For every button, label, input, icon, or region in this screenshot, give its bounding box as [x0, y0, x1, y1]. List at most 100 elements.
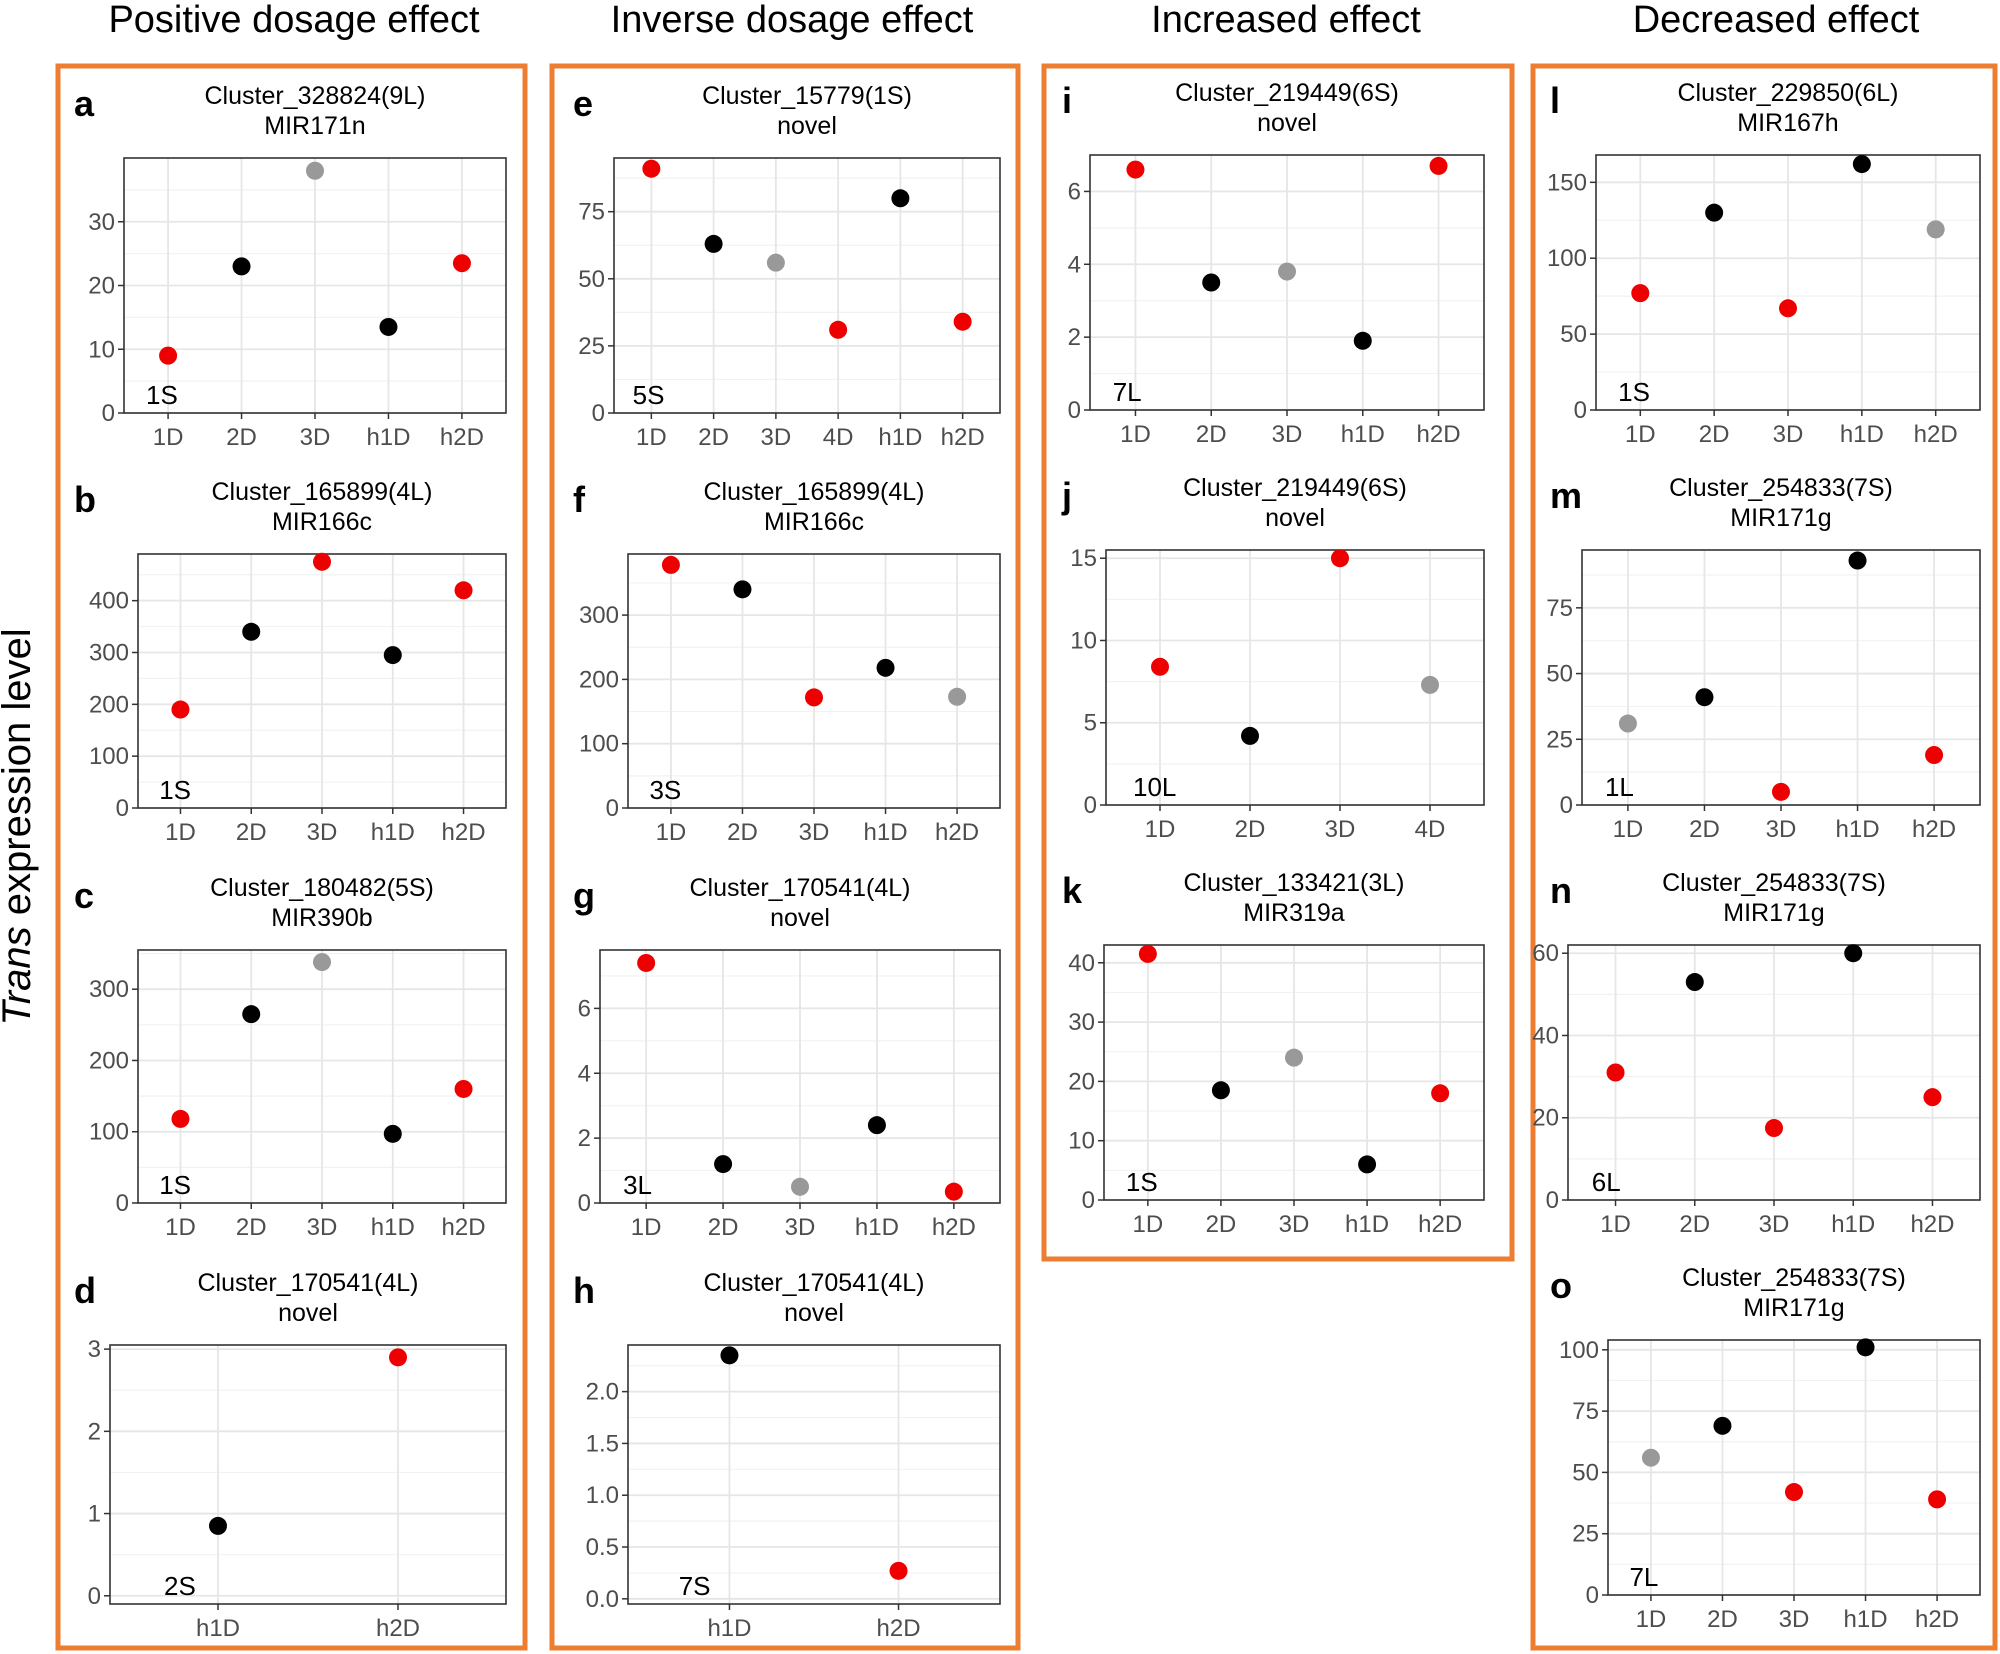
panel-g-xtick-label: h1D [855, 1214, 899, 1241]
y-axis-label-italic: Trans [0, 926, 39, 1025]
panel-h-ytick-label: 1.0 [586, 1482, 619, 1509]
panel-m-ytick-label: 0 [1560, 792, 1573, 819]
panel-c-letter: c [74, 875, 94, 916]
panel-g-border [599, 949, 1001, 1204]
group-frame-positive [55, 63, 528, 1651]
panel-o-ytick-label: 50 [1572, 1459, 1599, 1486]
panel-d-xtick-label: h2D [376, 1615, 420, 1642]
panel-j-point-1D [1151, 657, 1169, 676]
panel-i-ytick-label: 6 [1068, 178, 1081, 205]
panel-l-letter: l [1550, 80, 1560, 121]
panel-m-ytick-label: 75 [1546, 595, 1573, 622]
panel-o-ytick-label: 25 [1572, 1521, 1599, 1548]
panel-i-point-1D [1126, 160, 1145, 179]
panel-b-letter: b [74, 479, 96, 520]
panel-e-title: Cluster_15779(1S) [702, 82, 912, 110]
panel-m-xtick-label: h2D [1912, 816, 1956, 843]
panel-g-xtick-label: 3D [785, 1214, 816, 1241]
panel-f: 0 100 200 300 1D 2D 3D h1D h2D 3S Cluster_165899(4… [573, 478, 1001, 846]
panel-l-xtick-label: h1D [1840, 421, 1884, 448]
panel-b-ytick-label: 100 [89, 743, 129, 770]
panel-a-letter: a [74, 83, 95, 124]
column-title-decreased: Decreased effect [1633, 0, 1920, 41]
panel-b-ytick-label: 200 [89, 691, 129, 718]
panel-m-annotation: 1L [1605, 772, 1634, 802]
panel-e-ytick-label: 50 [578, 266, 605, 293]
panel-e-ytick-label: 25 [578, 333, 605, 360]
panel-j: 0 5 10 15 1D 2D 3D 4D 10L Cluster_219449(6S)novel… [1061, 474, 1485, 843]
column-title-increased: Increased effect [1151, 0, 1421, 41]
panel-h-xtick-label: h2D [877, 1615, 921, 1642]
panel-g-ytick-label: 6 [578, 995, 591, 1022]
panel-l-point-h1D [1852, 155, 1871, 174]
panel-k-xtick-label: h1D [1345, 1211, 1389, 1238]
panel-h: 0.0 0.5 1.0 1.5 2.0 h1D h2D 7S Cluster_170541(4L… [573, 1269, 1001, 1642]
panel-l-point-h2D [1926, 220, 1945, 239]
panel-k-xtick-label: 3D [1279, 1211, 1310, 1238]
panel-c-ytick-label: 100 [89, 1119, 129, 1146]
panel-a-xtick-label: h2D [440, 424, 484, 451]
panel-n-xtick-label: 1D [1600, 1211, 1631, 1238]
panel-a-subtitle: MIR171n [264, 112, 365, 140]
panel-o-xtick-label: 3D [1779, 1606, 1810, 1633]
panel-a-xtick-label: 1D [153, 424, 184, 451]
panel-j-ytick-label: 5 [1084, 710, 1097, 737]
panel-j-letter: j [1061, 475, 1072, 516]
panel-d-border [109, 1344, 507, 1605]
panel-d-letter: d [74, 1270, 96, 1311]
panel-e-point-1D [642, 159, 661, 178]
panel-a-xtick-label: h1D [366, 424, 410, 451]
panel-f-xtick-label: h2D [935, 819, 979, 846]
panel-a-title: Cluster_328824(9L) [205, 82, 426, 110]
panel-i-xtick-label: h1D [1341, 421, 1385, 448]
y-axis-label: Trans expression level [0, 628, 39, 1025]
panel-f-point-3D [805, 688, 823, 707]
panel-e-point-4D [829, 320, 848, 339]
panel-g-letter: g [573, 875, 595, 916]
panel-d-plot-bg [110, 1345, 506, 1604]
panel-i-ytick-label: 4 [1068, 251, 1081, 278]
panel-a-xtick-label: 2D [226, 424, 257, 451]
panel-h-annotation: 7S [679, 1571, 711, 1601]
panel-k-letter: k [1062, 870, 1083, 911]
panel-j-point-2D [1241, 726, 1259, 745]
panel-m-xtick-label: 3D [1766, 816, 1797, 843]
panel-m-xtick-label: 2D [1689, 816, 1720, 843]
panel-e-point-3D [766, 253, 785, 272]
panel-n-ytick-label: 40 [1532, 1022, 1559, 1049]
panel-o-point-2D [1713, 1416, 1732, 1435]
panel-m-ytick-label: 25 [1546, 726, 1573, 753]
panel-m-letter: m [1550, 475, 1582, 516]
panel-k-subtitle: MIR319a [1243, 899, 1345, 927]
panel-f-xtick-label: h1D [864, 819, 908, 846]
panel-c-xtick-label: h2D [442, 1214, 486, 1241]
panel-h-plot-bg [628, 1345, 1000, 1604]
panel-a-ytick-label: 0 [102, 400, 115, 427]
panel-j-xtick-label: 3D [1325, 816, 1356, 843]
panel-k-ytick-label: 30 [1068, 1009, 1095, 1036]
panel-i: 0 2 4 6 1D 2D 3D h1D h2D 7L Cluster_219449(6S)nove… [1062, 79, 1485, 448]
panel-e-ytick-label: 75 [578, 199, 605, 226]
panel-b-point-3D [313, 552, 331, 571]
panel-f-xtick-label: 1D [656, 819, 687, 846]
panel-b-annotation: 1S [159, 775, 191, 805]
panel-k-ytick-label: 40 [1068, 950, 1095, 977]
panel-i-ytick-label: 0 [1068, 397, 1081, 424]
panel-c-point-2D [242, 1005, 261, 1024]
panel-k-ytick-label: 10 [1068, 1128, 1095, 1155]
panel-c-point-3D [313, 953, 331, 972]
panel-j-xtick-label: 4D [1415, 816, 1446, 843]
panel-i-xtick-label: h2D [1417, 421, 1461, 448]
panel-i-annotation: 7L [1113, 377, 1142, 407]
panel-j-plot-bg [1106, 550, 1484, 805]
panel-n-letter: n [1550, 870, 1572, 911]
panel-c-ytick-label: 200 [89, 1047, 129, 1074]
panel-g-point-2D [714, 1155, 733, 1174]
panel-m-point-2D [1695, 688, 1714, 707]
panel-l-xtick-label: h2D [1914, 421, 1958, 448]
panel-j-subtitle: novel [1265, 504, 1325, 532]
panel-i-point-h1D [1353, 331, 1372, 350]
panel-b: 0 100 200 300 400 1D 2D 3D h1D h2D 1S Cluster_16589… [74, 478, 507, 846]
panel-i-subtitle: novel [1257, 109, 1317, 137]
